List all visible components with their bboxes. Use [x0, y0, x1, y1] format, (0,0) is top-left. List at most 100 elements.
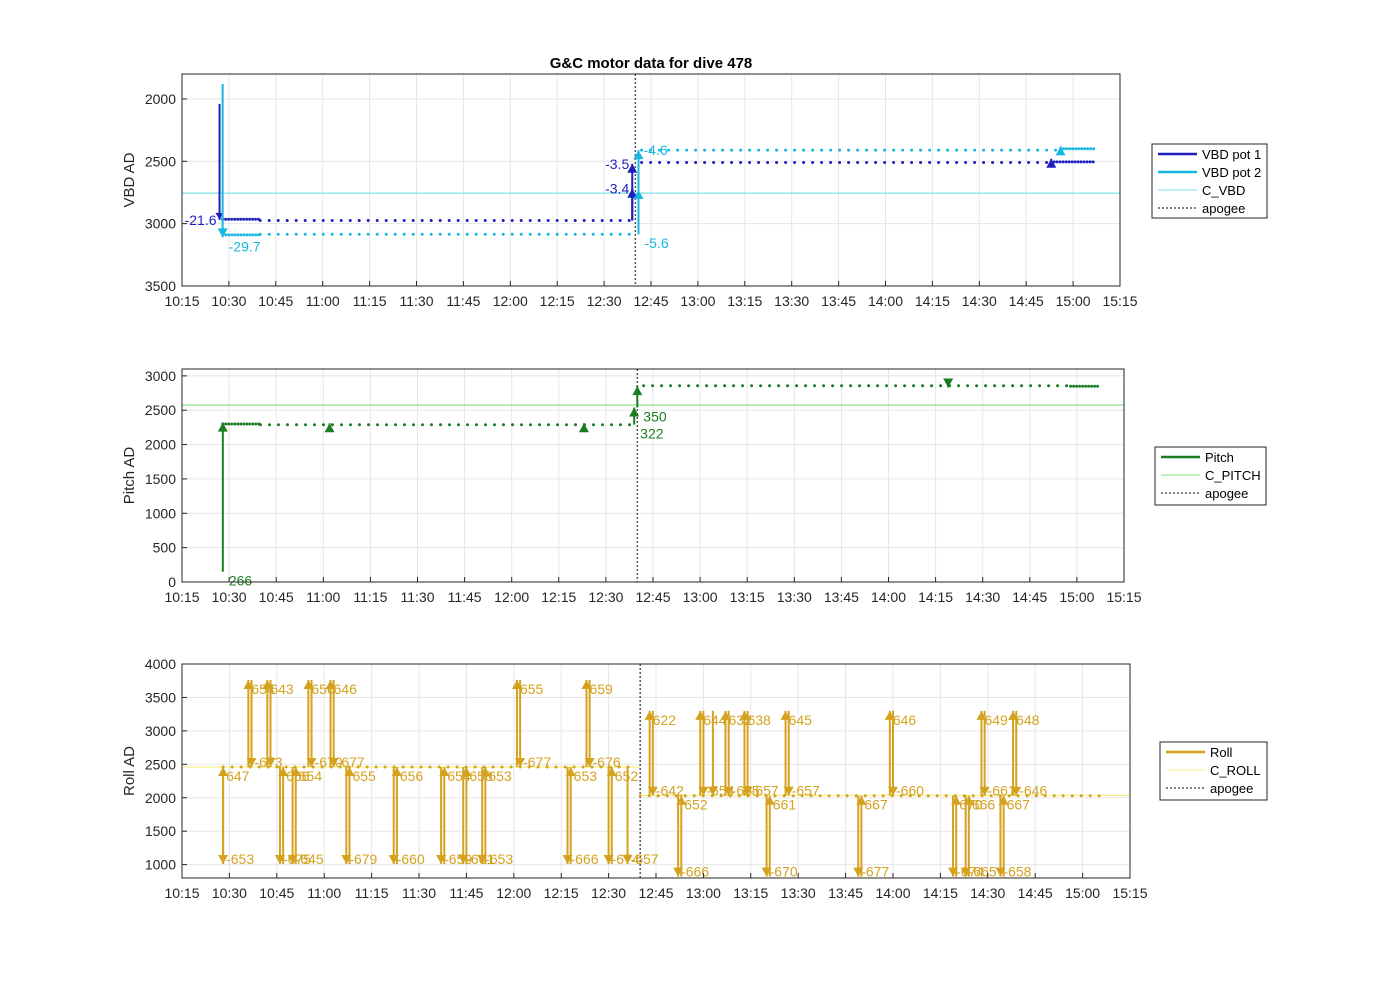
data-point	[492, 232, 496, 236]
data-point	[385, 423, 388, 427]
chart-title: G&C motor data for dive 478	[550, 55, 753, 72]
data-point	[1092, 147, 1096, 151]
data-point	[227, 422, 231, 426]
data-point	[1016, 794, 1020, 798]
data-point	[667, 161, 671, 164]
data-point	[667, 148, 671, 152]
data-point	[692, 794, 696, 798]
data-point	[556, 423, 559, 427]
data-point	[901, 148, 905, 152]
data-point	[865, 148, 869, 152]
data-point	[1065, 147, 1069, 151]
x-tick-label: 12:00	[493, 293, 528, 309]
data-point	[466, 423, 469, 427]
event-arrowhead	[707, 786, 718, 796]
data-point	[849, 384, 853, 388]
data-point	[474, 219, 478, 222]
data-point	[617, 765, 621, 769]
data-point	[330, 219, 334, 222]
data-point	[448, 423, 451, 427]
data-point	[946, 161, 950, 164]
data-point	[236, 217, 240, 221]
data-point	[748, 148, 752, 152]
x-tick-label: 13:30	[777, 589, 812, 605]
event-label: 667	[864, 797, 888, 813]
data-point	[719, 794, 723, 798]
data-point	[676, 148, 680, 152]
data-point	[1080, 147, 1084, 151]
event-label: -677	[337, 754, 365, 770]
data-point	[242, 233, 246, 237]
data-point	[1056, 384, 1060, 388]
data-point	[357, 219, 361, 222]
event-label: -657	[792, 783, 820, 799]
data-point	[313, 423, 316, 427]
event-label: 653	[488, 768, 512, 784]
legend-label: VBD pot 1	[1202, 147, 1261, 162]
data-point	[420, 219, 424, 222]
data-point	[245, 233, 249, 237]
data-point	[312, 232, 316, 236]
data-point	[928, 161, 932, 164]
data-point	[809, 794, 813, 798]
data-point	[836, 794, 840, 798]
data-point	[856, 148, 860, 152]
event-label: -661	[988, 783, 1016, 799]
x-tick-label: 15:15	[1102, 293, 1137, 309]
data-point	[1068, 147, 1072, 151]
data-point	[239, 422, 243, 426]
event-label: 666	[972, 797, 996, 813]
data-point	[991, 148, 995, 152]
event-label: -645	[296, 851, 324, 867]
event-label: 645	[789, 712, 813, 728]
data-point	[465, 219, 469, 222]
data-point	[1045, 148, 1049, 152]
x-tick-label: 12:45	[638, 885, 673, 901]
data-point	[248, 217, 252, 221]
data-point	[536, 765, 540, 769]
data-point	[658, 148, 662, 152]
event-label: -653	[226, 851, 254, 867]
y-tick-label: 500	[153, 540, 177, 556]
x-tick-label: 10:30	[212, 589, 247, 605]
x-tick-label: 12:45	[633, 293, 668, 309]
x-tick-label: 11:30	[402, 885, 436, 901]
y-tick-label: 3000	[145, 368, 176, 384]
event-label: -676	[593, 754, 621, 770]
data-point	[438, 219, 442, 222]
data-point	[565, 423, 568, 427]
data-point	[838, 161, 842, 164]
data-point	[401, 765, 405, 769]
x-tick-label: 12:45	[635, 589, 670, 605]
data-point	[874, 161, 878, 164]
x-tick-label: 12:30	[588, 589, 623, 605]
data-point	[818, 794, 822, 798]
data-point	[618, 232, 622, 236]
x-tick-label: 14:45	[1012, 589, 1047, 605]
data-point	[982, 161, 986, 164]
event-arrowhead	[998, 795, 1009, 805]
data-point	[245, 217, 249, 221]
event-label: 622	[653, 712, 677, 728]
event-arrowhead	[698, 786, 709, 796]
data-point	[349, 423, 352, 427]
data-point	[546, 232, 550, 236]
x-tick-label: 11:00	[306, 293, 340, 309]
data-point	[1086, 147, 1090, 151]
data-point	[989, 794, 993, 798]
y-tick-label: 1000	[145, 505, 176, 521]
data-point	[1072, 384, 1076, 388]
data-point	[1079, 794, 1083, 798]
data-point	[618, 219, 622, 222]
event-label: -4.6	[643, 142, 667, 158]
data-point	[1093, 384, 1097, 388]
data-point	[912, 384, 916, 388]
data-point	[510, 232, 514, 236]
event-label: 648	[1016, 712, 1040, 728]
data-point	[665, 794, 669, 798]
data-point	[894, 384, 898, 388]
data-point	[545, 765, 549, 769]
data-point	[628, 423, 631, 427]
data-point	[492, 219, 496, 222]
